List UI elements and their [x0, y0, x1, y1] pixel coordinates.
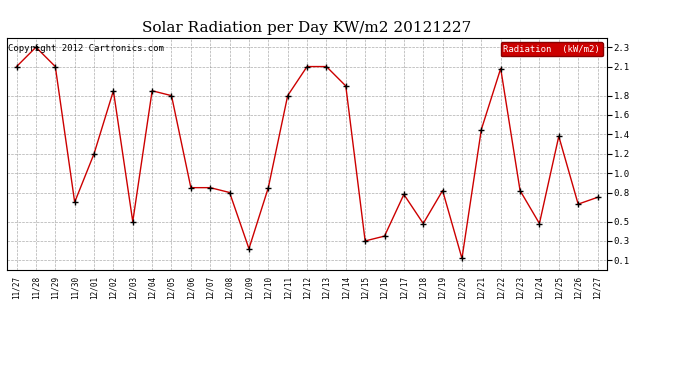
Title: Solar Radiation per Day KW/m2 20121227: Solar Radiation per Day KW/m2 20121227	[142, 21, 472, 35]
Legend: Radiation  (kW/m2): Radiation (kW/m2)	[500, 42, 602, 56]
Text: Copyright 2012 Cartronics.com: Copyright 2012 Cartronics.com	[8, 45, 164, 54]
